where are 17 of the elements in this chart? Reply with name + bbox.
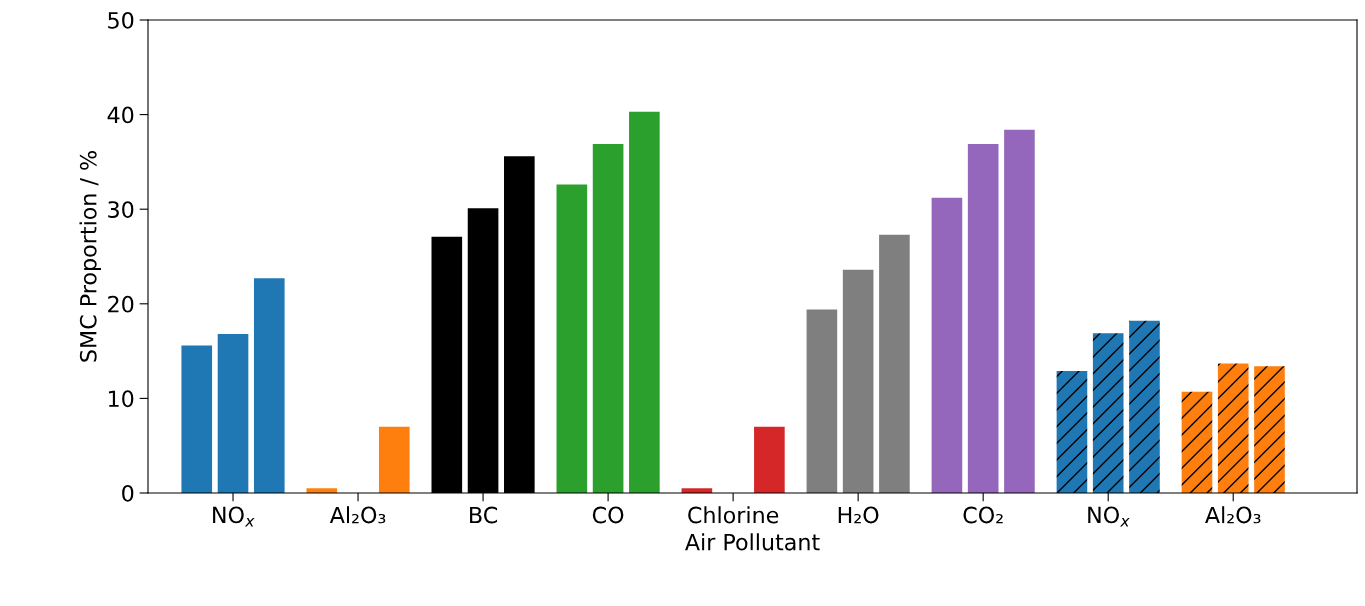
y-axis-title: SMC Proportion / %: [79, 151, 101, 362]
x-tick-label: NO$_{x}$: [213, 506, 255, 527]
y-tick-label: 0: [122, 484, 134, 502]
y-tick-label: 10: [108, 390, 134, 408]
x-tick-label: CO: [592, 506, 624, 524]
x-tick-label: CO₂: [963, 506, 1003, 524]
y-tick-label: 20: [108, 295, 134, 313]
y-tick-label: 40: [107, 106, 134, 124]
x-tick-label: Al₂O₃: [329, 506, 386, 524]
x-tick-label: NO$_{x}$: [1088, 506, 1130, 527]
x-tick-label: H₂O: [838, 506, 879, 524]
y-tick-label: 30: [108, 201, 134, 218]
y-tick-label: 50: [108, 11, 134, 29]
x-tick-label: Chlorine: [688, 506, 779, 524]
x-axis-title: Air Pollutant: [685, 533, 820, 551]
x-tick-label: BC: [470, 506, 498, 524]
x-tick-label: Al₂O₃: [1205, 506, 1261, 524]
